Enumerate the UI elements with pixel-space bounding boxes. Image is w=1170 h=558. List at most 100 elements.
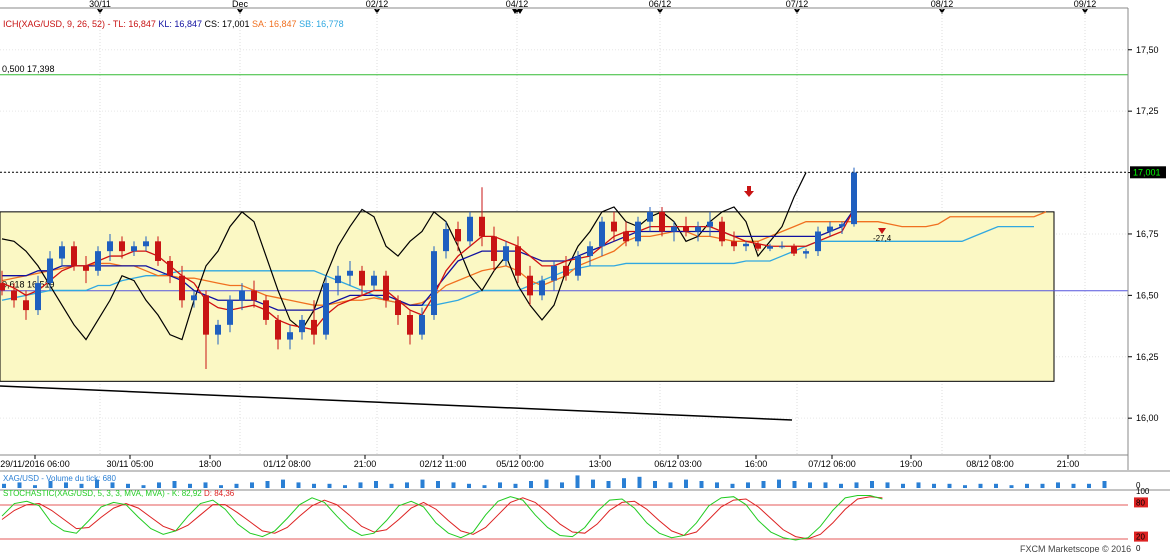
candle-body [551,265,557,281]
volume-bar [839,483,843,488]
candle [455,221,461,252]
candle [119,236,125,259]
volume-bar [312,483,316,488]
candle-body [95,251,101,271]
candle-body [719,221,725,242]
top-date-label: Dec [232,0,249,9]
candle [539,275,545,301]
candle [695,221,701,242]
fib-618-label: 0,618 16,519 [2,280,55,290]
volume-bar [1087,483,1091,488]
volume-bar [296,482,301,488]
time-tick-label: 13:00 [589,459,612,469]
volume-bar [699,481,704,488]
volume-bar [947,483,952,488]
senkou-span-b-line [1,225,1034,306]
volume-bar [389,483,394,488]
stochastic-prefix: STOCHASTIC(XAG/USD, 5, 3, 3, MVA, MVA) - [3,489,172,498]
price-zone-box [0,211,1055,382]
volume-bar [792,481,797,488]
candle-body [599,221,605,247]
volume-bar [17,482,22,488]
chikou-value: CS: 17,001 [204,19,249,29]
candle-body [227,300,233,325]
candle-body [755,243,761,249]
candle-body [23,300,29,311]
volume-bar [932,483,936,488]
volume-bar [901,483,905,488]
candle [155,236,161,266]
time-tick-label: 21:00 [354,459,377,469]
volume-bar [79,483,84,488]
candle [623,221,629,247]
stochastic-k-line [1,495,883,541]
candle [143,236,149,252]
volume-bar [1040,483,1045,488]
candle [683,216,689,237]
volume-axis-label: 0 [1136,481,1141,490]
stoch-level-tag [1134,531,1148,542]
volume-bar [451,482,456,488]
volume-bar [358,482,363,488]
candle-body [659,211,665,232]
span-b-value: SB: 16,778 [299,19,344,29]
candle [59,241,65,266]
candle [35,275,41,316]
stoch-axis-label: 100 [1136,487,1150,496]
candle [851,167,857,227]
candle-body [491,236,497,261]
candle-body [539,280,545,296]
stochastic-axis: 100 80 20 0 [1134,487,1150,553]
candle [371,270,377,291]
current-price-tag [1130,166,1166,179]
candle [299,315,305,340]
candle [587,241,593,266]
candle-body [635,221,641,242]
volume-bar [250,482,254,488]
volume-bar [668,482,673,488]
top-date-label: 06/12 [649,0,672,9]
volume-bar [1009,485,1014,488]
candle-body [779,246,785,248]
volume-bar [715,482,719,488]
candle [803,248,809,259]
candle [575,251,581,281]
candle-body [419,315,425,335]
candle-body [371,275,377,286]
candle-body [311,319,317,335]
candle-body [11,290,17,301]
top-date-label: 08/12 [931,0,954,9]
candle [503,241,509,266]
volume-bar [157,482,161,488]
candle [395,295,401,325]
candle-body [515,246,521,276]
stoch-level-tag [1134,497,1148,508]
time-tick-label: 21:00 [1057,459,1080,469]
volume-bar [110,482,115,488]
candle-body [743,243,749,247]
candle-body [683,226,689,232]
candle-body [467,216,473,242]
candle [215,319,221,345]
volume-bar [467,483,471,488]
volume-bar [761,481,766,488]
candle [335,265,341,296]
candle [287,324,293,350]
volume-bar [684,479,688,488]
candle-body [251,290,257,301]
time-tick-label: 18:00 [199,459,222,469]
volume-bar [622,478,626,488]
volume-bar [823,482,828,488]
time-tick-label: 06/12 03:00 [654,459,702,469]
time-tick-label: 08/12 08:00 [966,459,1014,469]
volume-bar [343,485,347,488]
candle-body [791,246,797,254]
candle-body [707,221,713,227]
candle [179,265,185,308]
volume-bar [234,483,239,488]
volume-bar [141,485,146,488]
price-tick-label: 16,75 [1136,229,1159,239]
volume-bar [885,482,890,488]
candle-body [395,300,401,316]
